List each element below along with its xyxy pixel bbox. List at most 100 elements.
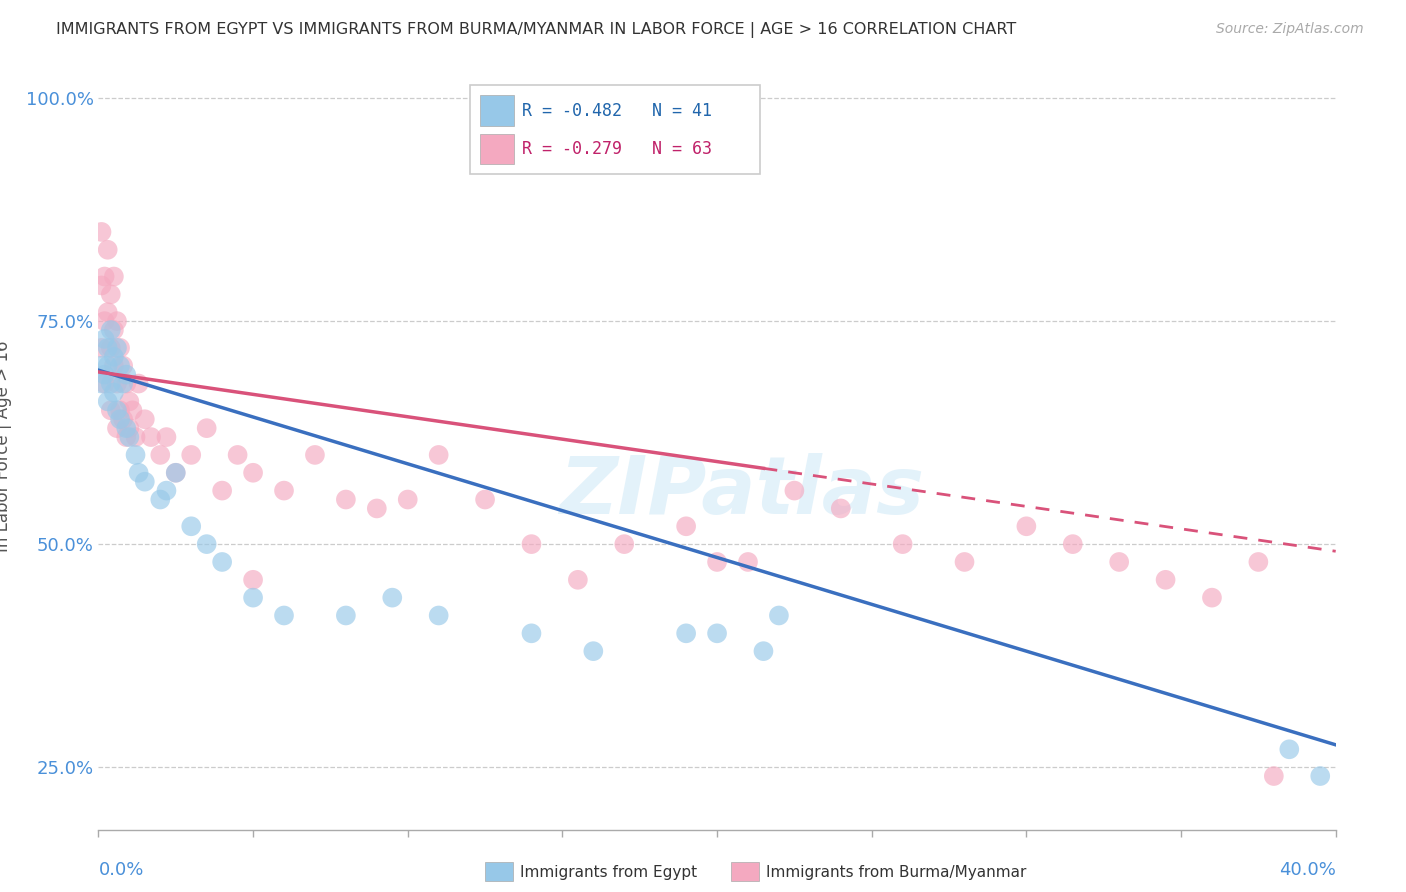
- Text: 0.0%: 0.0%: [98, 861, 143, 879]
- Point: [103, 269, 125, 284]
- Point: [112, 412, 135, 426]
- Point: [1309, 769, 1331, 783]
- Point: [567, 573, 589, 587]
- Point: [474, 492, 496, 507]
- Text: IMMIGRANTS FROM EGYPT VS IMMIGRANTS FROM BURMA/MYANMAR IN LABOR FORCE | AGE > 16: IMMIGRANTS FROM EGYPT VS IMMIGRANTS FROM…: [56, 22, 1017, 38]
- Point: [427, 448, 450, 462]
- Point: [211, 483, 233, 498]
- Point: [1278, 742, 1301, 756]
- Point: [100, 287, 122, 301]
- Point: [1062, 537, 1084, 551]
- Point: [737, 555, 759, 569]
- Point: [242, 591, 264, 605]
- Point: [273, 608, 295, 623]
- Point: [105, 341, 128, 355]
- Point: [381, 591, 404, 605]
- Point: [180, 448, 202, 462]
- Point: [115, 376, 138, 391]
- Point: [155, 430, 177, 444]
- Point: [100, 376, 122, 391]
- Point: [752, 644, 775, 658]
- Point: [783, 483, 806, 498]
- Point: [97, 305, 120, 319]
- Text: 40.0%: 40.0%: [1279, 861, 1336, 879]
- Point: [90, 359, 112, 373]
- Point: [706, 626, 728, 640]
- Text: ZIPatlas: ZIPatlas: [560, 453, 924, 531]
- Point: [335, 492, 357, 507]
- Text: R = -0.279   N = 63: R = -0.279 N = 63: [522, 140, 711, 158]
- Point: [891, 537, 914, 551]
- Text: Source: ZipAtlas.com: Source: ZipAtlas.com: [1216, 22, 1364, 37]
- Point: [97, 341, 120, 355]
- Point: [1015, 519, 1038, 533]
- Point: [121, 403, 143, 417]
- Point: [118, 421, 141, 435]
- Point: [124, 430, 146, 444]
- Point: [1108, 555, 1130, 569]
- Point: [93, 314, 115, 328]
- Point: [366, 501, 388, 516]
- Point: [304, 448, 326, 462]
- Point: [108, 403, 131, 417]
- Point: [97, 243, 120, 257]
- Point: [103, 385, 125, 400]
- Point: [520, 537, 543, 551]
- Point: [149, 492, 172, 507]
- Text: Immigrants from Egypt: Immigrants from Egypt: [520, 865, 697, 880]
- Point: [97, 394, 120, 409]
- Point: [155, 483, 177, 498]
- Point: [335, 608, 357, 623]
- Point: [90, 278, 112, 293]
- Point: [706, 555, 728, 569]
- FancyBboxPatch shape: [470, 86, 761, 174]
- Point: [165, 466, 187, 480]
- Point: [273, 483, 295, 498]
- Point: [128, 376, 150, 391]
- Point: [520, 626, 543, 640]
- Point: [103, 359, 125, 373]
- Point: [134, 475, 156, 489]
- Point: [93, 332, 115, 346]
- Point: [100, 341, 122, 355]
- Point: [103, 323, 125, 337]
- Point: [105, 376, 128, 391]
- Point: [242, 466, 264, 480]
- Point: [165, 466, 187, 480]
- Point: [128, 466, 150, 480]
- Point: [675, 626, 697, 640]
- Point: [675, 519, 697, 533]
- Point: [108, 412, 131, 426]
- Point: [93, 368, 115, 382]
- Point: [195, 421, 218, 435]
- Point: [118, 394, 141, 409]
- Point: [427, 608, 450, 623]
- Point: [211, 555, 233, 569]
- Point: [149, 448, 172, 462]
- Point: [105, 421, 128, 435]
- Point: [100, 403, 122, 417]
- Point: [115, 430, 138, 444]
- FancyBboxPatch shape: [479, 95, 515, 126]
- Text: R = -0.482   N = 41: R = -0.482 N = 41: [522, 102, 711, 120]
- Point: [242, 573, 264, 587]
- Point: [180, 519, 202, 533]
- Point: [1247, 555, 1270, 569]
- Point: [830, 501, 852, 516]
- Point: [108, 359, 131, 373]
- Point: [953, 555, 976, 569]
- Point: [118, 430, 141, 444]
- Point: [1154, 573, 1177, 587]
- Point: [100, 323, 122, 337]
- Point: [93, 376, 115, 391]
- Point: [768, 608, 790, 623]
- Point: [139, 430, 162, 444]
- Point: [115, 421, 138, 435]
- Point: [112, 376, 135, 391]
- Point: [103, 350, 125, 364]
- Point: [134, 412, 156, 426]
- Point: [112, 359, 135, 373]
- Point: [115, 368, 138, 382]
- Point: [108, 341, 131, 355]
- Y-axis label: In Labor Force | Age > 16: In Labor Force | Age > 16: [0, 340, 11, 552]
